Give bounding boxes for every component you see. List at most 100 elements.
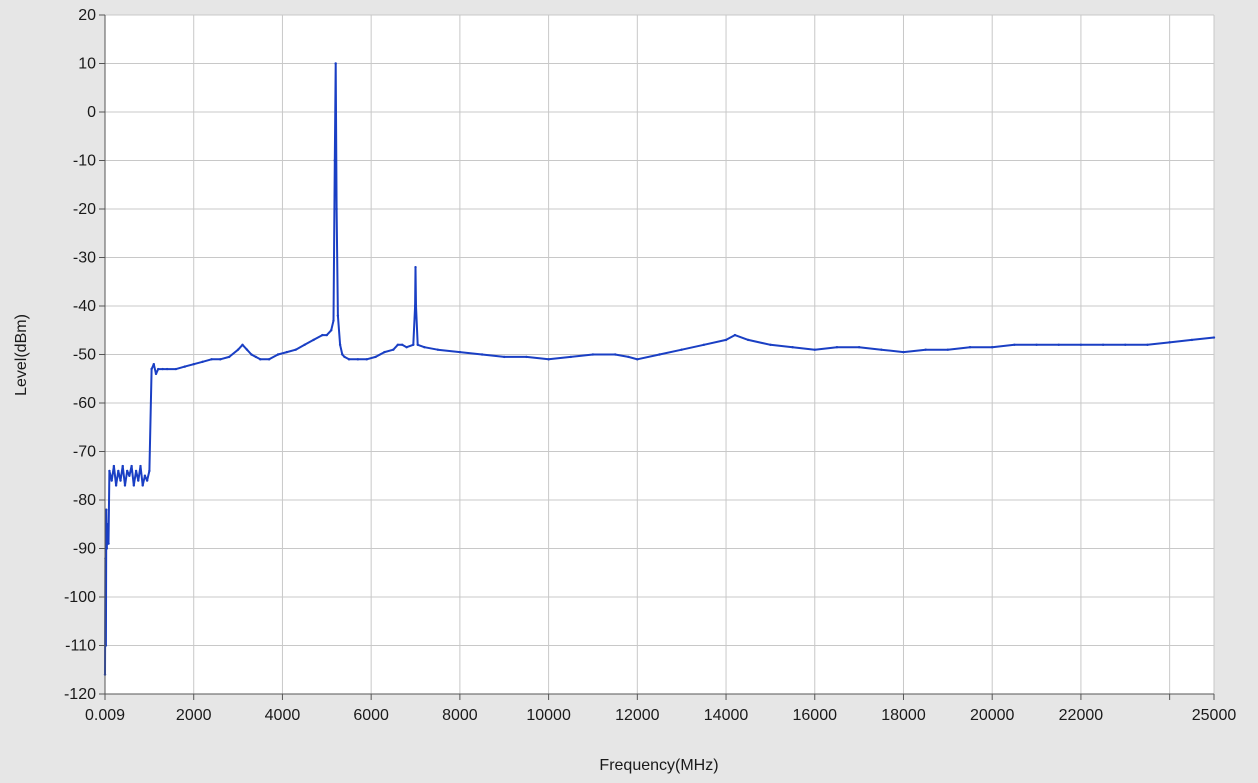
data-point: [680, 348, 683, 351]
data-point: [285, 350, 289, 354]
data-point: [1146, 343, 1149, 346]
data-point: [312, 338, 315, 342]
y-tick-label: -70: [73, 444, 96, 461]
data-point: [107, 542, 110, 545]
data-point: [423, 346, 426, 349]
data-point: [333, 159, 336, 162]
data-point: [503, 355, 506, 359]
data-point: [165, 367, 169, 371]
data-point: [128, 474, 131, 477]
data-point: [254, 355, 258, 359]
data-point: [125, 469, 129, 473]
data-point: [114, 484, 118, 487]
data-point: [139, 464, 142, 468]
data-point: [383, 350, 386, 354]
data-point: [880, 348, 883, 351]
data-point: [332, 319, 335, 322]
data-point: [121, 464, 124, 468]
data-point: [791, 346, 794, 349]
data-point: [105, 508, 108, 511]
data-point: [392, 348, 395, 351]
x-tick-label: 2000: [176, 707, 212, 724]
data-point: [835, 346, 839, 349]
data-point: [968, 346, 972, 349]
data-point: [336, 314, 340, 317]
data-point: [276, 353, 280, 356]
data-point: [108, 469, 111, 473]
y-tick-label: -20: [73, 201, 96, 218]
data-point: [1079, 343, 1083, 346]
data-point: [294, 348, 297, 351]
data-point: [341, 353, 344, 356]
y-tick-label: -110: [65, 638, 96, 655]
data-point: [106, 523, 109, 526]
data-point: [134, 469, 138, 473]
data-point: [132, 484, 136, 487]
y-tick-label: -10: [73, 153, 96, 170]
x-tick-label: 6000: [353, 707, 389, 724]
data-point: [321, 333, 324, 337]
data-point: [436, 348, 439, 351]
data-point: [902, 350, 905, 354]
data-point: [250, 353, 253, 356]
x-tick-label: 20000: [970, 707, 1015, 724]
data-point: [183, 365, 187, 368]
x-tick-label: 4000: [265, 707, 301, 724]
y-tick-label: 0: [87, 104, 96, 121]
data-point: [241, 343, 244, 346]
x-tick-label: 8000: [442, 707, 478, 724]
y-tick-label: -90: [73, 541, 96, 558]
data-point: [1057, 343, 1060, 346]
data-point: [658, 353, 661, 356]
data-point: [154, 372, 158, 376]
data-point: [174, 367, 178, 371]
data-point: [480, 353, 484, 356]
y-tick-label: -30: [73, 250, 96, 267]
x-tick-label: 18000: [881, 707, 926, 724]
x-tick-labels: 0.009 2000 4000 6000 8000 10000 12000 14000 1600…: [85, 707, 1236, 724]
data-point: [924, 348, 927, 351]
data-point: [569, 355, 572, 359]
data-point: [130, 464, 133, 468]
data-point: [991, 346, 994, 349]
data-point: [591, 353, 595, 356]
data-point: [219, 358, 222, 361]
data-point: [141, 484, 144, 487]
data-point: [405, 346, 408, 349]
data-point: [330, 329, 333, 332]
data-point: [347, 358, 351, 361]
data-point: [414, 304, 418, 308]
data-point: [119, 479, 122, 482]
data-point: [1035, 343, 1038, 346]
data-point: [857, 346, 861, 349]
y-tick-labels: 20 10 0 -10 -20 -30 -40 -50 -60 -70 -80 -90 -100 -110…: [64, 7, 96, 703]
data-point: [110, 479, 113, 482]
data-point: [374, 355, 377, 359]
data-point: [150, 367, 153, 371]
y-axis-label: Level(dBm): [13, 314, 30, 396]
data-point: [747, 338, 750, 342]
y-tick-label: -50: [73, 347, 96, 364]
data-point: [1013, 343, 1016, 346]
data-point: [148, 469, 151, 473]
data-point: [627, 355, 630, 359]
data-point: [112, 464, 116, 468]
data-point: [1168, 341, 1171, 344]
y-tick-label: 10: [78, 56, 96, 73]
data-point: [769, 343, 772, 346]
data-point: [458, 350, 462, 354]
data-point: [335, 207, 338, 211]
data-point: [1101, 343, 1105, 346]
x-tick-label: 16000: [793, 707, 838, 724]
data-point: [338, 343, 342, 346]
y-tick-label: -100: [64, 589, 96, 606]
data-point: [525, 355, 528, 359]
data-point: [414, 266, 417, 269]
x-axis-label: Frequency(MHz): [599, 757, 718, 774]
data-point: [105, 547, 108, 550]
y-tick-label: -40: [73, 298, 96, 315]
data-point: [137, 479, 140, 482]
data-point: [303, 343, 306, 346]
